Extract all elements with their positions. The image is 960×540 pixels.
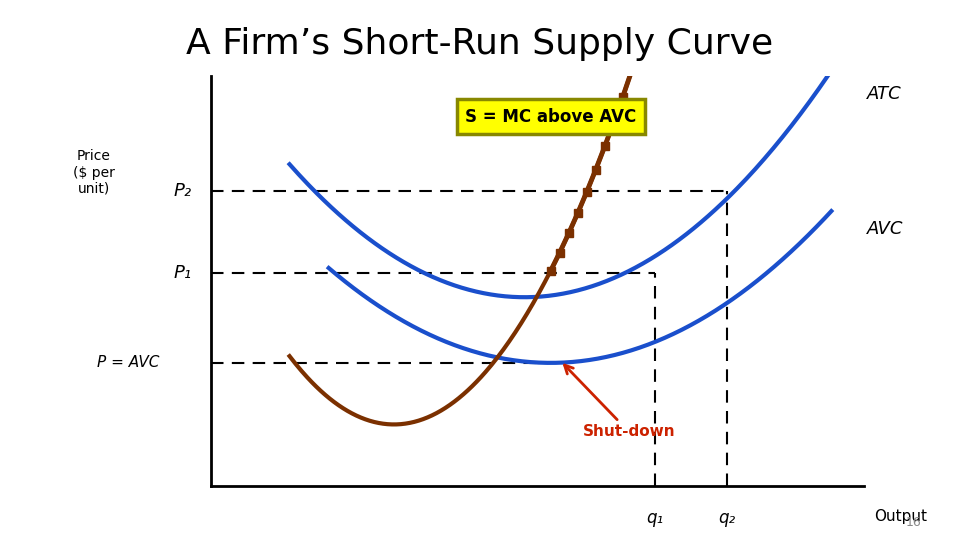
Text: q₂: q₂ [718,509,735,526]
Text: A Firm’s Short-Run Supply Curve: A Firm’s Short-Run Supply Curve [186,27,774,61]
Text: q₁: q₁ [646,509,663,526]
Text: Output: Output [874,509,926,524]
Text: Price
($ per
unit): Price ($ per unit) [73,150,114,196]
Text: P = AVC: P = AVC [97,355,159,370]
Text: P₁: P₁ [174,264,192,281]
Text: AVC: AVC [867,220,903,238]
Text: ATC: ATC [867,85,902,103]
Text: P₂: P₂ [174,181,192,199]
Text: 16: 16 [906,516,922,529]
Text: Shut-down: Shut-down [564,365,675,440]
Text: S = MC above AVC: S = MC above AVC [465,107,636,126]
